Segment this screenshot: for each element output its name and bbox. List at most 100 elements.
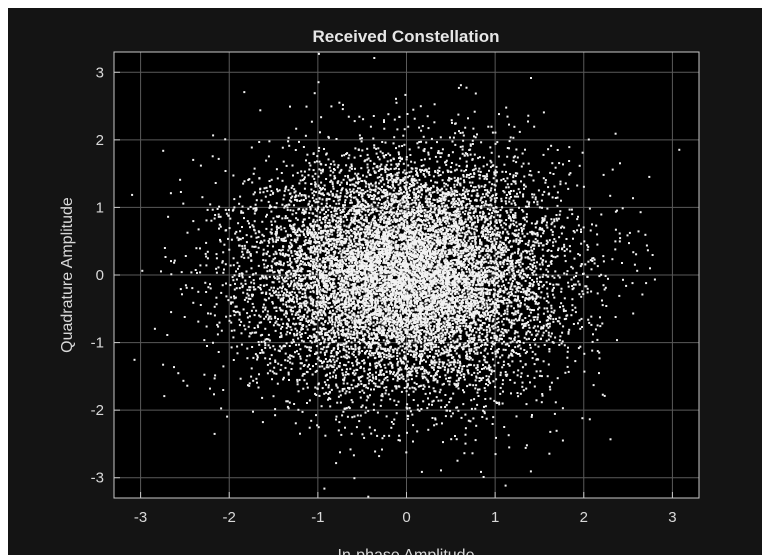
data-point (524, 352, 527, 355)
data-point (483, 221, 486, 224)
data-point (534, 196, 537, 199)
data-point (535, 334, 538, 337)
data-point (279, 298, 282, 301)
data-point (241, 205, 244, 208)
data-point (500, 334, 503, 337)
data-point (517, 283, 519, 286)
data-point (372, 137, 375, 140)
data-point (382, 261, 385, 264)
data-point (173, 261, 176, 264)
data-point (363, 192, 365, 195)
data-point (432, 333, 435, 335)
data-point (402, 177, 405, 180)
data-point (397, 370, 400, 373)
data-point (529, 170, 532, 172)
data-point (331, 256, 334, 259)
data-point (488, 317, 491, 320)
data-point (444, 325, 447, 328)
data-point (328, 319, 331, 322)
data-point (385, 220, 388, 223)
data-point (343, 224, 346, 227)
data-point (179, 288, 182, 291)
data-point (321, 198, 324, 201)
data-point (252, 279, 255, 282)
data-point (438, 229, 441, 232)
data-point (562, 163, 564, 166)
data-point (416, 430, 419, 433)
data-point (330, 257, 333, 260)
data-point (313, 335, 316, 338)
data-point (315, 317, 318, 320)
data-point (294, 253, 297, 256)
data-point (530, 77, 532, 79)
data-point (271, 237, 274, 240)
data-point (439, 223, 441, 226)
data-point (199, 304, 202, 306)
data-point (366, 229, 369, 232)
data-point (536, 233, 539, 236)
data-point (586, 244, 589, 247)
data-point (407, 328, 410, 331)
data-point (359, 321, 362, 324)
data-point (251, 181, 254, 184)
data-point (214, 182, 217, 184)
data-point (342, 355, 345, 358)
data-point (494, 385, 497, 388)
data-point (449, 284, 452, 287)
data-point (536, 232, 539, 234)
data-point (465, 354, 467, 357)
data-point (455, 246, 458, 248)
data-point (308, 237, 311, 240)
data-point (512, 189, 515, 192)
data-point (391, 212, 394, 215)
data-point (474, 199, 476, 202)
data-point (451, 151, 454, 154)
data-point (468, 278, 471, 281)
data-point (393, 289, 395, 292)
data-point (285, 301, 288, 304)
data-point (389, 178, 392, 181)
data-point (287, 249, 290, 252)
data-point (341, 249, 344, 252)
data-point (287, 189, 290, 192)
data-point (452, 234, 454, 237)
data-point (457, 210, 459, 213)
data-point (318, 264, 321, 267)
data-point (525, 333, 528, 336)
data-point (506, 115, 509, 118)
data-point (338, 101, 341, 104)
data-point (416, 174, 419, 177)
data-point (317, 426, 320, 429)
data-point (472, 312, 475, 315)
data-point (411, 327, 414, 330)
data-point (436, 172, 439, 174)
data-point (275, 232, 278, 235)
data-point (478, 331, 481, 334)
data-point (335, 138, 338, 140)
data-point (551, 289, 554, 292)
data-point (322, 250, 325, 252)
data-point (369, 188, 372, 191)
data-point (211, 208, 214, 211)
data-point (496, 232, 498, 235)
data-point (303, 228, 306, 231)
data-point (289, 276, 292, 279)
data-point (412, 295, 415, 298)
data-point (315, 191, 317, 194)
data-point (336, 299, 339, 302)
data-point (494, 326, 497, 329)
data-point (357, 307, 360, 310)
data-point (532, 179, 535, 182)
data-point (488, 239, 490, 242)
data-point (367, 309, 370, 312)
data-point (535, 358, 538, 361)
data-point (317, 224, 320, 227)
data-point (508, 197, 511, 200)
data-point (441, 195, 444, 198)
data-point (413, 243, 415, 246)
data-point (417, 238, 420, 241)
data-point (501, 232, 504, 235)
data-point (398, 337, 401, 340)
data-point (487, 266, 489, 269)
data-point (427, 127, 430, 130)
